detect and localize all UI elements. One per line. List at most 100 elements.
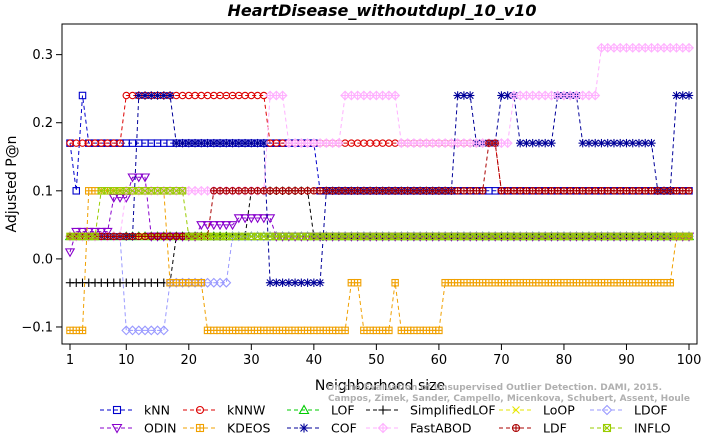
point-ldf-28 — [235, 187, 243, 195]
point-kdeos-54 — [397, 326, 406, 335]
point-ldf-78 — [547, 187, 556, 195]
point-ldf-26 — [222, 187, 231, 195]
point-ldof-26 — [221, 277, 232, 288]
point-ldf-59 — [428, 187, 437, 195]
point-knnw-9 — [116, 139, 124, 147]
legend-label-odin: ODIN — [144, 421, 177, 434]
point-kdeos-62 — [447, 278, 456, 287]
point-ldf-60 — [435, 187, 443, 195]
legend-marker-knn — [112, 405, 122, 415]
point-kdeos-66 — [472, 278, 481, 287]
point-ldf-33 — [266, 187, 274, 195]
credit-line-1: On the Evaluation of Unsupervised Outlie… — [327, 383, 662, 393]
point-ldf-27 — [228, 187, 237, 195]
point-kdeos-59 — [428, 326, 437, 335]
legend-item-ldf: LDF — [499, 421, 567, 434]
point-kdeos-24 — [210, 326, 218, 335]
point-ldf-63 — [453, 187, 462, 195]
point-ldf-91 — [628, 187, 637, 195]
y-tick-label-1: 0.0 — [32, 252, 53, 267]
point-ldf-38 — [297, 187, 306, 195]
point-ldf-93 — [641, 187, 649, 195]
legend-marker-kdeos — [195, 423, 205, 433]
x-axis-label: Neighborhood size — [315, 378, 445, 394]
point-ldf-74 — [522, 187, 531, 195]
point-ldf-8 — [110, 232, 118, 241]
point-ldf-45 — [341, 187, 349, 195]
point-kdeos-46 — [347, 278, 356, 287]
point-kdeos-23 — [203, 326, 212, 335]
legend-marker-ldf — [511, 423, 521, 433]
point-cof-89 — [616, 138, 625, 148]
x-tick-label-60: 60 — [431, 353, 448, 368]
point-ldf-81 — [566, 187, 574, 195]
point-cof-23 — [203, 138, 212, 148]
point-kdeos-88 — [610, 278, 618, 287]
point-cof-90 — [622, 138, 631, 148]
point-kdeos-51 — [378, 326, 387, 335]
point-kdeos-65 — [466, 278, 474, 287]
x-tick-label-80: 80 — [556, 353, 573, 368]
point-ldf-13 — [141, 232, 149, 241]
point-ldf-54 — [397, 187, 406, 195]
point-inflo-5 — [91, 232, 99, 241]
point-odin-26 — [221, 221, 232, 231]
point-ldf-58 — [422, 187, 431, 195]
point-kdeos-33 — [266, 326, 274, 335]
point-inflo-15 — [153, 187, 162, 195]
point-kdeos-61 — [441, 278, 449, 287]
x-tick-label-70: 70 — [493, 353, 510, 368]
point-fastabod-71 — [502, 138, 513, 149]
point-ldf-71 — [503, 187, 512, 195]
point-fastabod-100 — [684, 42, 694, 53]
point-kdeos-63 — [453, 278, 462, 287]
point-cof-94 — [647, 138, 656, 148]
point-kdeos-74 — [522, 278, 531, 287]
point-inflo-19 — [178, 187, 187, 195]
point-kdeos-47 — [353, 278, 362, 287]
x-tick-label-90: 90 — [618, 353, 635, 368]
point-kdeos-91 — [628, 278, 637, 287]
point-odin-28 — [233, 214, 244, 224]
point-kdeos-93 — [641, 278, 649, 287]
point-kdeos-70 — [497, 278, 506, 287]
point-odin-6 — [96, 227, 107, 237]
point-odin-31 — [252, 214, 263, 224]
point-ldf-6 — [97, 232, 106, 241]
legend-item-knn: kNN — [100, 403, 170, 418]
point-ldf-35 — [278, 187, 287, 195]
point-ldf-34 — [272, 187, 281, 195]
point-kdeos-89 — [616, 278, 624, 287]
point-kdeos-29 — [241, 326, 249, 335]
point-kdeos-77 — [541, 278, 549, 287]
point-inflo-55 — [403, 232, 412, 241]
point-ldf-39 — [303, 187, 312, 195]
point-inflo-2 — [72, 232, 81, 241]
legend-marker-fastabod — [377, 422, 389, 434]
point-cof-36 — [284, 278, 294, 287]
series-line-kdeos — [70, 190, 689, 331]
point-odin-11 — [127, 173, 138, 183]
point-ldf-40 — [310, 187, 318, 195]
point-ldf-90 — [622, 187, 631, 195]
point-ldf-67 — [478, 187, 487, 195]
point-kdeos-25 — [216, 326, 224, 335]
point-ldf-46 — [347, 187, 356, 195]
y-tick-label-4: 0.3 — [32, 48, 53, 63]
point-cof-17 — [165, 91, 175, 100]
point-cof-37 — [290, 278, 300, 287]
point-ldof-16 — [158, 325, 169, 336]
point-ldf-65 — [466, 187, 474, 195]
point-kdeos-80 — [560, 278, 568, 287]
point-kdeos-5 — [91, 187, 99, 195]
point-odin-1 — [64, 248, 76, 258]
point-ldf-56 — [410, 187, 418, 195]
point-ldf-43 — [328, 187, 337, 195]
point-kdeos-43 — [328, 326, 337, 335]
legend-marker-cof — [299, 423, 309, 433]
legend-marker-ldof — [601, 404, 613, 416]
point-ldf-53 — [391, 187, 399, 195]
legend-item-inflo: INFLO — [590, 421, 671, 434]
point-ldf-10 — [122, 232, 131, 241]
series-ldof — [65, 231, 694, 336]
